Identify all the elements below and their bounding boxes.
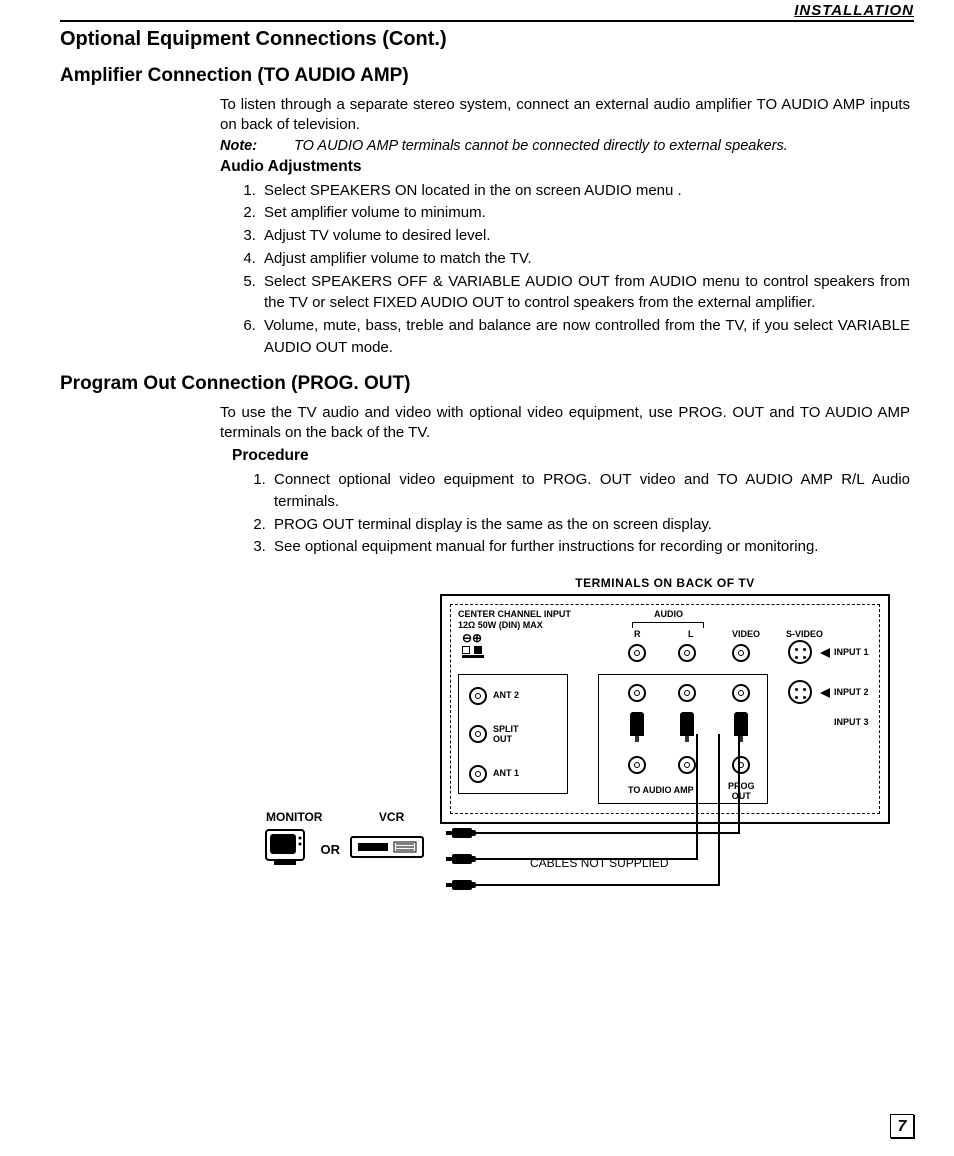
antenna-box: ANT 2 SPLIT OUT ANT 1 bbox=[458, 674, 568, 794]
arrow-icon bbox=[820, 688, 830, 698]
amp-step: Set amplifier volume to minimum. bbox=[260, 202, 910, 224]
audio-bracket bbox=[632, 622, 704, 628]
section-label: INSTALLATION bbox=[60, 2, 914, 19]
amp-step: Select SPEAKERS ON located in the on scr… bbox=[260, 180, 910, 202]
split-label: SPLIT OUT bbox=[493, 725, 519, 745]
note-label: Note: bbox=[220, 138, 290, 154]
arrow-icon bbox=[820, 648, 830, 658]
amp-step: Volume, mute, bass, treble and balance a… bbox=[260, 315, 910, 359]
cable-plug-icon bbox=[452, 880, 472, 890]
input3-label: INPUT 3 bbox=[834, 718, 869, 728]
ant1-label: ANT 1 bbox=[493, 769, 519, 779]
cci-label: CENTER CHANNEL INPUT bbox=[458, 610, 571, 620]
plug-icon bbox=[630, 712, 644, 736]
note-text: TO AUDIO AMP terminals cannot be connect… bbox=[294, 138, 788, 154]
cable-wire bbox=[696, 734, 698, 860]
split-out-jack bbox=[469, 725, 487, 743]
diagram-title: TERMINALS ON BACK OF TV bbox=[440, 576, 890, 590]
input2-label: INPUT 2 bbox=[834, 688, 869, 698]
speaker-terminal-icon bbox=[462, 646, 484, 658]
progout-label: PROG OUT bbox=[728, 782, 755, 802]
polarity-label: ⊖⊕ bbox=[462, 632, 482, 645]
prog-heading: Program Out Connection (PROG. OUT) bbox=[60, 373, 914, 395]
plug-icon bbox=[680, 712, 694, 736]
video-label: VIDEO bbox=[732, 630, 760, 640]
ant2-jack bbox=[469, 687, 487, 705]
cables-not-supplied-label: CABLES NOT SUPPLIED bbox=[530, 856, 669, 870]
page-title: Optional Equipment Connections (Cont.) bbox=[60, 28, 914, 51]
prog-steps: Connect optional video equipment to PROG… bbox=[270, 469, 910, 558]
ant2-label: ANT 2 bbox=[493, 691, 519, 701]
jack bbox=[628, 684, 646, 702]
or-label: OR bbox=[320, 842, 340, 857]
video-jack bbox=[732, 644, 750, 662]
monitor-icon bbox=[260, 826, 310, 873]
cable-wire bbox=[476, 884, 720, 886]
cable-wire bbox=[718, 734, 720, 886]
prog-step: See optional equipment manual for furthe… bbox=[270, 536, 910, 558]
jack bbox=[678, 684, 696, 702]
vcr-label: VCR bbox=[379, 810, 404, 824]
terminals-diagram: TERMINALS ON BACK OF TV CENTER CHANNEL I… bbox=[60, 576, 914, 916]
page-number: 7 bbox=[890, 1114, 914, 1138]
spec-label: 12Ω 50W (DIN) MAX bbox=[458, 621, 543, 631]
svideo-label: S-VIDEO bbox=[786, 630, 823, 640]
audio-label: AUDIO bbox=[654, 610, 683, 620]
r-label: R bbox=[634, 630, 641, 640]
svideo-jack bbox=[788, 640, 812, 664]
vcr-icon bbox=[350, 833, 424, 866]
amp-note: Note: TO AUDIO AMP terminals cannot be c… bbox=[220, 138, 914, 154]
ant1-jack bbox=[469, 765, 487, 783]
header-rule bbox=[60, 21, 914, 22]
amp-step: Adjust TV volume to desired level. bbox=[260, 225, 910, 247]
toamp-label: TO AUDIO AMP bbox=[628, 786, 694, 796]
cable-plug-icon bbox=[452, 828, 472, 838]
audio-adjustments-heading: Audio Adjustments bbox=[220, 158, 914, 176]
procedure-heading: Procedure bbox=[232, 447, 914, 465]
jack bbox=[628, 756, 646, 774]
audio-r-jack bbox=[628, 644, 646, 662]
cable-wire bbox=[476, 832, 740, 834]
cable-plug-icon bbox=[452, 854, 472, 864]
plug-icon bbox=[734, 712, 748, 736]
audio-l-jack bbox=[678, 644, 696, 662]
amp-intro: To listen through a separate stereo syst… bbox=[220, 95, 910, 136]
document-page: INSTALLATION Optional Equipment Connecti… bbox=[0, 0, 954, 1156]
svideo-jack bbox=[788, 680, 812, 704]
jack bbox=[732, 684, 750, 702]
prog-intro: To use the TV audio and video with optio… bbox=[220, 403, 910, 444]
amp-steps: Select SPEAKERS ON located in the on scr… bbox=[260, 180, 910, 359]
prog-step: Connect optional video equipment to PROG… bbox=[270, 469, 910, 513]
tv-back-panel: CENTER CHANNEL INPUT 12Ω 50W (DIN) MAX ⊖… bbox=[440, 594, 890, 824]
devices-row: MONITOR VCR OR bbox=[260, 808, 520, 873]
amp-heading: Amplifier Connection (TO AUDIO AMP) bbox=[60, 65, 914, 87]
cable-wire bbox=[738, 734, 740, 834]
jack bbox=[732, 756, 750, 774]
section-label-text: INSTALLATION bbox=[786, 2, 914, 19]
jack bbox=[678, 756, 696, 774]
prog-step: PROG OUT terminal display is the same as… bbox=[270, 514, 910, 536]
monitor-label: MONITOR bbox=[266, 810, 322, 824]
amp-step: Adjust amplifier volume to match the TV. bbox=[260, 248, 910, 270]
amp-step: Select SPEAKERS OFF & VARIABLE AUDIO OUT… bbox=[260, 271, 910, 315]
l-label: L bbox=[688, 630, 694, 640]
input1-label: INPUT 1 bbox=[834, 648, 869, 658]
